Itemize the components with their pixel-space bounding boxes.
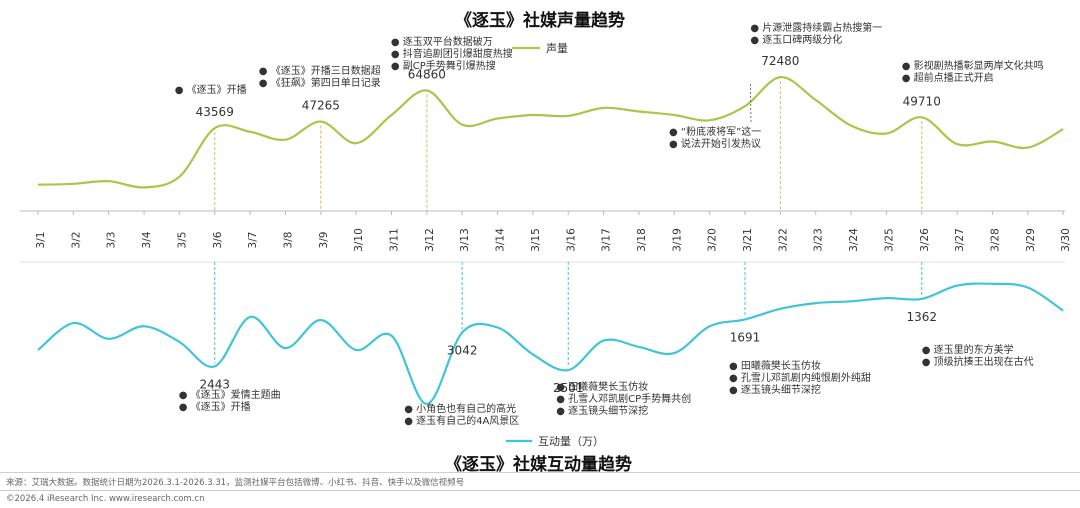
x-tick-label: 3/10 (353, 228, 365, 252)
x-tick-label: 3/9 (318, 232, 330, 249)
x-tick-label: 3/28 (990, 228, 1002, 252)
x-tick-label: 3/30 (1060, 228, 1072, 252)
x-tick-label: 3/12 (424, 228, 436, 252)
volume-annotation-pointer (749, 81, 752, 123)
x-tick-label: 3/20 (707, 228, 719, 252)
x-tick-label: 3/29 (1025, 228, 1037, 252)
x-tick-label: 3/16 (565, 228, 577, 252)
x-tick-label: 3/24 (848, 228, 860, 252)
volume-chart-title: 《逐玉》社媒声量趋势 (455, 11, 625, 31)
footer-divider (0, 472, 1080, 473)
interaction-annotation: ● 孔雪儿邓凯剧内纯恨剧外纯甜 (729, 371, 871, 384)
volume-series-line (37, 76, 1064, 189)
interaction-annotation: ● 孔雪人邓凯剧CP手势舞共创 (556, 392, 691, 405)
x-tick-label: 3/8 (283, 232, 295, 249)
x-tick-label: 3/4 (141, 231, 153, 248)
volume-data-label: 49710 (903, 94, 941, 108)
volume-annotation: ● 影视剧热播彰显两岸文化共鸣 (902, 59, 1044, 72)
interaction-annotation: ● 田曦薇樊长玉仿妆 (556, 380, 648, 393)
volume-annotation: ● “粉底液将军”这一 (669, 125, 761, 138)
interaction-data-label: 2443 (199, 377, 230, 391)
volume-data-label: 72480 (761, 54, 799, 68)
volume-annotation: ● 《逐玉》开播 (175, 83, 247, 96)
interaction-chart-title: 《逐玉》社媒互动量趋势 (445, 455, 632, 475)
x-tick-label: 3/15 (530, 228, 542, 252)
volume-annotation: ● 副CP手势舞引爆热搜 (391, 59, 496, 72)
footer-divider-2 (0, 490, 1080, 491)
x-tick-label: 3/26 (919, 228, 931, 252)
volume-annotation: ● 《狂飙》第四日单日记录 (259, 76, 381, 89)
interaction-annotation: ● 逐玉镜头细节深挖 (729, 383, 821, 396)
x-tick-label: 3/13 (459, 228, 471, 252)
interaction-annotation: ● 《逐玉》开播 (179, 400, 251, 413)
x-tick-label: 3/25 (883, 228, 895, 252)
x-tick-label: 3/6 (212, 231, 224, 248)
x-tick-label: 3/21 (742, 228, 754, 252)
x-tick-label: 3/18 (636, 228, 648, 252)
x-tick-label: 3/7 (247, 232, 259, 249)
volume-data-label: 43569 (196, 105, 234, 119)
volume-annotation: ● 逐玉双平台数据破万 (391, 35, 493, 48)
interaction-data-label: 1691 (730, 330, 761, 344)
interaction-data-label: 3042 (447, 344, 478, 358)
x-tick-label: 3/27 (954, 228, 966, 252)
x-tick-label: 3/1 (35, 232, 47, 249)
x-tick-label: 3/22 (777, 228, 789, 252)
volume-annotation: ● 抖音追剧团引爆甜度热搜 (391, 47, 513, 60)
copyright-note: ©2026.4 iResearch Inc. www.iresearch.com… (6, 494, 205, 504)
volume-data-label: 64860 (408, 68, 446, 82)
x-tick-label: 3/2 (70, 232, 82, 249)
interaction-annotation: ● 顶级抗揍王出现在古代 (922, 355, 1034, 368)
x-tick-label: 3/3 (106, 232, 118, 249)
interaction-legend-label: 互动量（万） (538, 435, 604, 448)
interaction-annotation: ● 逐玉镜头细节深挖 (556, 404, 648, 417)
interaction-data-label: 1362 (906, 310, 937, 324)
interaction-annotation: ● 田曦薇樊长玉仿妆 (729, 359, 821, 372)
interaction-annotation: ● 逐玉有自己的4A风景区 (404, 414, 519, 427)
interaction-annotation: ● 小角色也有自己的高光 (404, 402, 516, 415)
interaction-annotation: ● 逐玉里的东方美学 (922, 343, 1014, 356)
x-tick-label: 3/23 (813, 228, 825, 252)
x-tick-label: 3/14 (495, 228, 507, 252)
x-tick-label: 3/17 (601, 228, 613, 252)
x-tick-label: 3/19 (671, 228, 683, 252)
volume-annotation: ● 片源泄露持续霸占热搜第一 (750, 21, 882, 34)
volume-annotation: ● 逐玉口碑两级分化 (750, 33, 842, 46)
volume-annotation: ● 《逐玉》开播三日数据超 (259, 64, 381, 77)
volume-annotation: ● 说法开始引发热议 (669, 137, 761, 150)
interaction-series-line (37, 282, 1064, 406)
interaction-data-label: 2501 (553, 381, 584, 395)
interaction-annotation: ● 《逐玉》爱情主题曲 (179, 388, 281, 401)
volume-annotation: ● 超前点播正式开启 (902, 71, 994, 84)
volume-legend-label: 声量 (546, 41, 568, 55)
x-tick-label: 3/11 (389, 228, 401, 252)
volume-data-label: 47265 (302, 99, 340, 113)
x-tick-label: 3/5 (176, 232, 188, 249)
source-note: 来源：艾瑞大数据。数据统计日期为2026.3.1-2026.3.31，监测社媒平… (6, 478, 465, 488)
